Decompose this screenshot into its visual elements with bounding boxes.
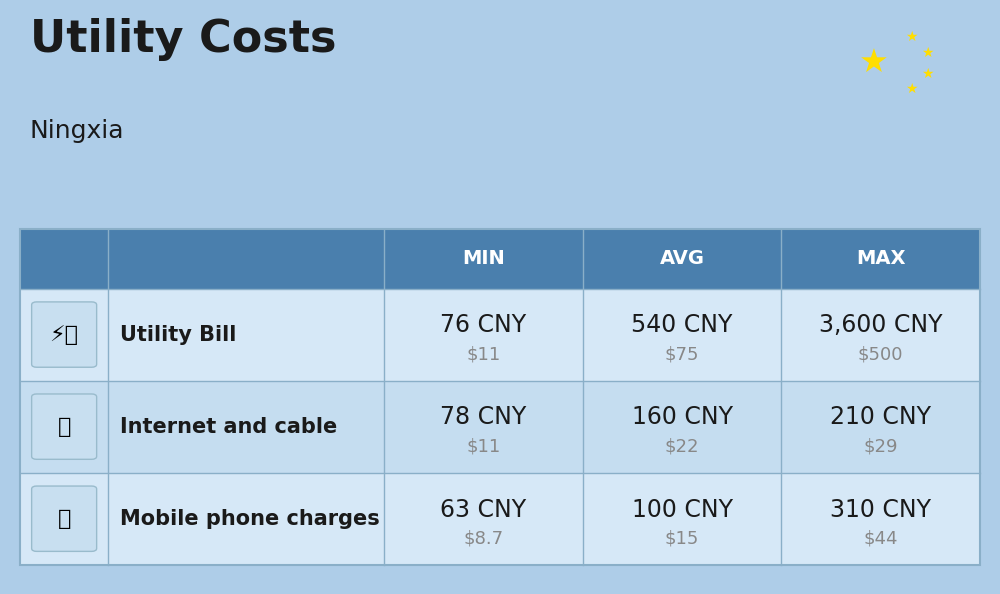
Text: 100 CNY: 100 CNY bbox=[632, 498, 733, 522]
Text: $22: $22 bbox=[665, 438, 699, 456]
Text: MAX: MAX bbox=[856, 249, 905, 268]
Text: $15: $15 bbox=[665, 530, 699, 548]
Text: Utility Bill: Utility Bill bbox=[120, 324, 237, 345]
Text: ★: ★ bbox=[922, 67, 934, 81]
Text: 160 CNY: 160 CNY bbox=[632, 406, 733, 429]
Text: 76 CNY: 76 CNY bbox=[440, 314, 527, 337]
Text: $500: $500 bbox=[858, 346, 903, 364]
FancyBboxPatch shape bbox=[20, 289, 980, 381]
FancyBboxPatch shape bbox=[32, 394, 97, 459]
Text: 310 CNY: 310 CNY bbox=[830, 498, 931, 522]
Text: ★: ★ bbox=[922, 46, 934, 60]
Text: ⚡📦: ⚡📦 bbox=[50, 324, 79, 345]
Text: 63 CNY: 63 CNY bbox=[440, 498, 527, 522]
Text: 3,600 CNY: 3,600 CNY bbox=[819, 314, 942, 337]
Text: AVG: AVG bbox=[660, 249, 705, 268]
FancyBboxPatch shape bbox=[20, 381, 980, 473]
Text: Utility Costs: Utility Costs bbox=[30, 18, 336, 61]
Text: 78 CNY: 78 CNY bbox=[440, 406, 527, 429]
Text: ★: ★ bbox=[859, 46, 889, 80]
Text: $44: $44 bbox=[863, 530, 898, 548]
Text: $11: $11 bbox=[466, 438, 501, 456]
FancyBboxPatch shape bbox=[20, 473, 980, 565]
Text: $75: $75 bbox=[665, 346, 699, 364]
Text: MIN: MIN bbox=[462, 249, 505, 268]
Text: Internet and cable: Internet and cable bbox=[120, 416, 338, 437]
Text: 📶: 📶 bbox=[57, 416, 71, 437]
Text: Mobile phone charges: Mobile phone charges bbox=[120, 508, 380, 529]
Text: $11: $11 bbox=[466, 346, 501, 364]
FancyBboxPatch shape bbox=[20, 229, 980, 289]
FancyBboxPatch shape bbox=[32, 486, 97, 551]
Text: 210 CNY: 210 CNY bbox=[830, 406, 931, 429]
Text: Ningxia: Ningxia bbox=[30, 119, 124, 143]
Text: 📱: 📱 bbox=[57, 508, 71, 529]
FancyBboxPatch shape bbox=[32, 302, 97, 367]
Text: 540 CNY: 540 CNY bbox=[631, 314, 733, 337]
Text: ★: ★ bbox=[905, 30, 918, 44]
Text: $8.7: $8.7 bbox=[463, 530, 504, 548]
Text: $29: $29 bbox=[863, 438, 898, 456]
Text: ★: ★ bbox=[905, 82, 918, 96]
